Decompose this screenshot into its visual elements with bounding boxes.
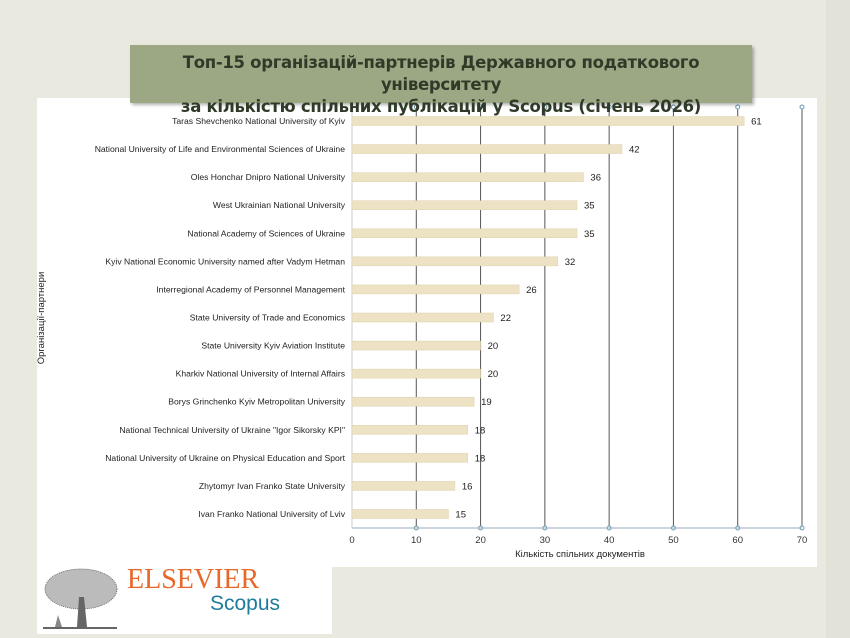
category-label: Kharkiv National University of Internal … <box>176 369 345 379</box>
category-label: Kyiv National Economic University named … <box>105 256 345 266</box>
x-tick-label: 40 <box>604 535 615 546</box>
category-label: West Ukrainian National University <box>213 200 346 210</box>
bar <box>351 116 745 126</box>
gridline-top-marker <box>735 104 741 110</box>
bar <box>351 453 468 463</box>
y-axis-title: Організації-партнери <box>36 272 47 365</box>
x-tick-label: 20 <box>475 535 486 546</box>
bar <box>351 200 578 210</box>
gridline-top-marker <box>478 104 484 110</box>
gridline-top-marker <box>606 104 612 110</box>
gridline-top-marker <box>542 104 548 110</box>
data-label: 61 <box>751 117 762 128</box>
category-label: National University of Life and Environm… <box>95 144 346 154</box>
category-label: National Technical University of Ukraine… <box>119 425 345 435</box>
elsevier-tree-icon <box>43 568 118 629</box>
data-label: 18 <box>475 425 486 436</box>
bar <box>351 368 481 379</box>
slide-title: Топ-15 організацій-партнерів Державного … <box>130 45 752 116</box>
bar <box>351 284 520 295</box>
x-tick-label: 70 <box>797 535 808 546</box>
data-label: 42 <box>629 145 640 156</box>
data-label: 22 <box>500 313 511 324</box>
bar <box>351 340 481 351</box>
data-label: 35 <box>584 229 595 240</box>
gridline-top-marker <box>413 104 419 110</box>
category-label: Taras Shevchenko National University of … <box>172 116 346 126</box>
title-line-1: Топ-15 організацій-партнерів Державного … <box>182 53 700 94</box>
data-label: 26 <box>526 285 537 296</box>
bar <box>351 425 468 435</box>
category-label: State University of Trade and Economics <box>190 312 345 322</box>
bar <box>351 509 449 519</box>
bar <box>351 256 558 267</box>
category-label: National University of Ukraine on Physic… <box>105 453 345 463</box>
bar <box>351 144 623 154</box>
category-label: Borys Grinchenko Kyiv Metropolitan Unive… <box>168 397 345 407</box>
data-label: 16 <box>462 481 473 492</box>
data-label: 20 <box>488 341 499 352</box>
decorative-strip <box>826 0 850 638</box>
data-label: 36 <box>590 173 601 184</box>
gridline-top-marker <box>670 104 676 110</box>
x-tick-label: 30 <box>540 535 551 546</box>
bar <box>351 172 584 182</box>
category-label: Zhytomyr Ivan Franko State University <box>199 481 346 491</box>
bar <box>351 481 456 491</box>
data-label: 18 <box>475 453 486 464</box>
category-label: State University Kyiv Aviation Institute <box>201 341 345 351</box>
elsevier-wordmark: ELSEVIER <box>127 564 260 595</box>
data-label: 15 <box>455 509 466 520</box>
bar <box>351 312 494 323</box>
data-label: 19 <box>481 397 492 408</box>
x-tick-label: 50 <box>668 535 679 546</box>
scopus-wordmark: Scopus <box>210 592 281 615</box>
title-line-2: за кількістю спільних публікацій у Scopu… <box>180 97 702 116</box>
data-label: 32 <box>565 257 576 268</box>
data-label: 35 <box>584 201 595 212</box>
category-label: National Academy of Sciences of Ukraine <box>187 228 345 238</box>
x-axis-title: Кількість спільних документів <box>515 549 645 560</box>
bar <box>351 396 475 407</box>
category-label: Oles Honchar Dnipro National University <box>191 172 346 182</box>
x-tick-label: 60 <box>732 535 743 546</box>
category-label: Ivan Franko National University of Lviv <box>198 509 345 519</box>
x-tick-label: 10 <box>411 535 422 546</box>
gridline-top-marker <box>799 104 805 110</box>
bar <box>351 228 578 239</box>
category-label: Interregional Academy of Personnel Manag… <box>156 284 345 294</box>
elsevier-scopus-logo: ELSEVIER Scopus <box>37 564 332 634</box>
x-tick-label: 0 <box>349 535 354 546</box>
data-label: 20 <box>488 369 499 380</box>
